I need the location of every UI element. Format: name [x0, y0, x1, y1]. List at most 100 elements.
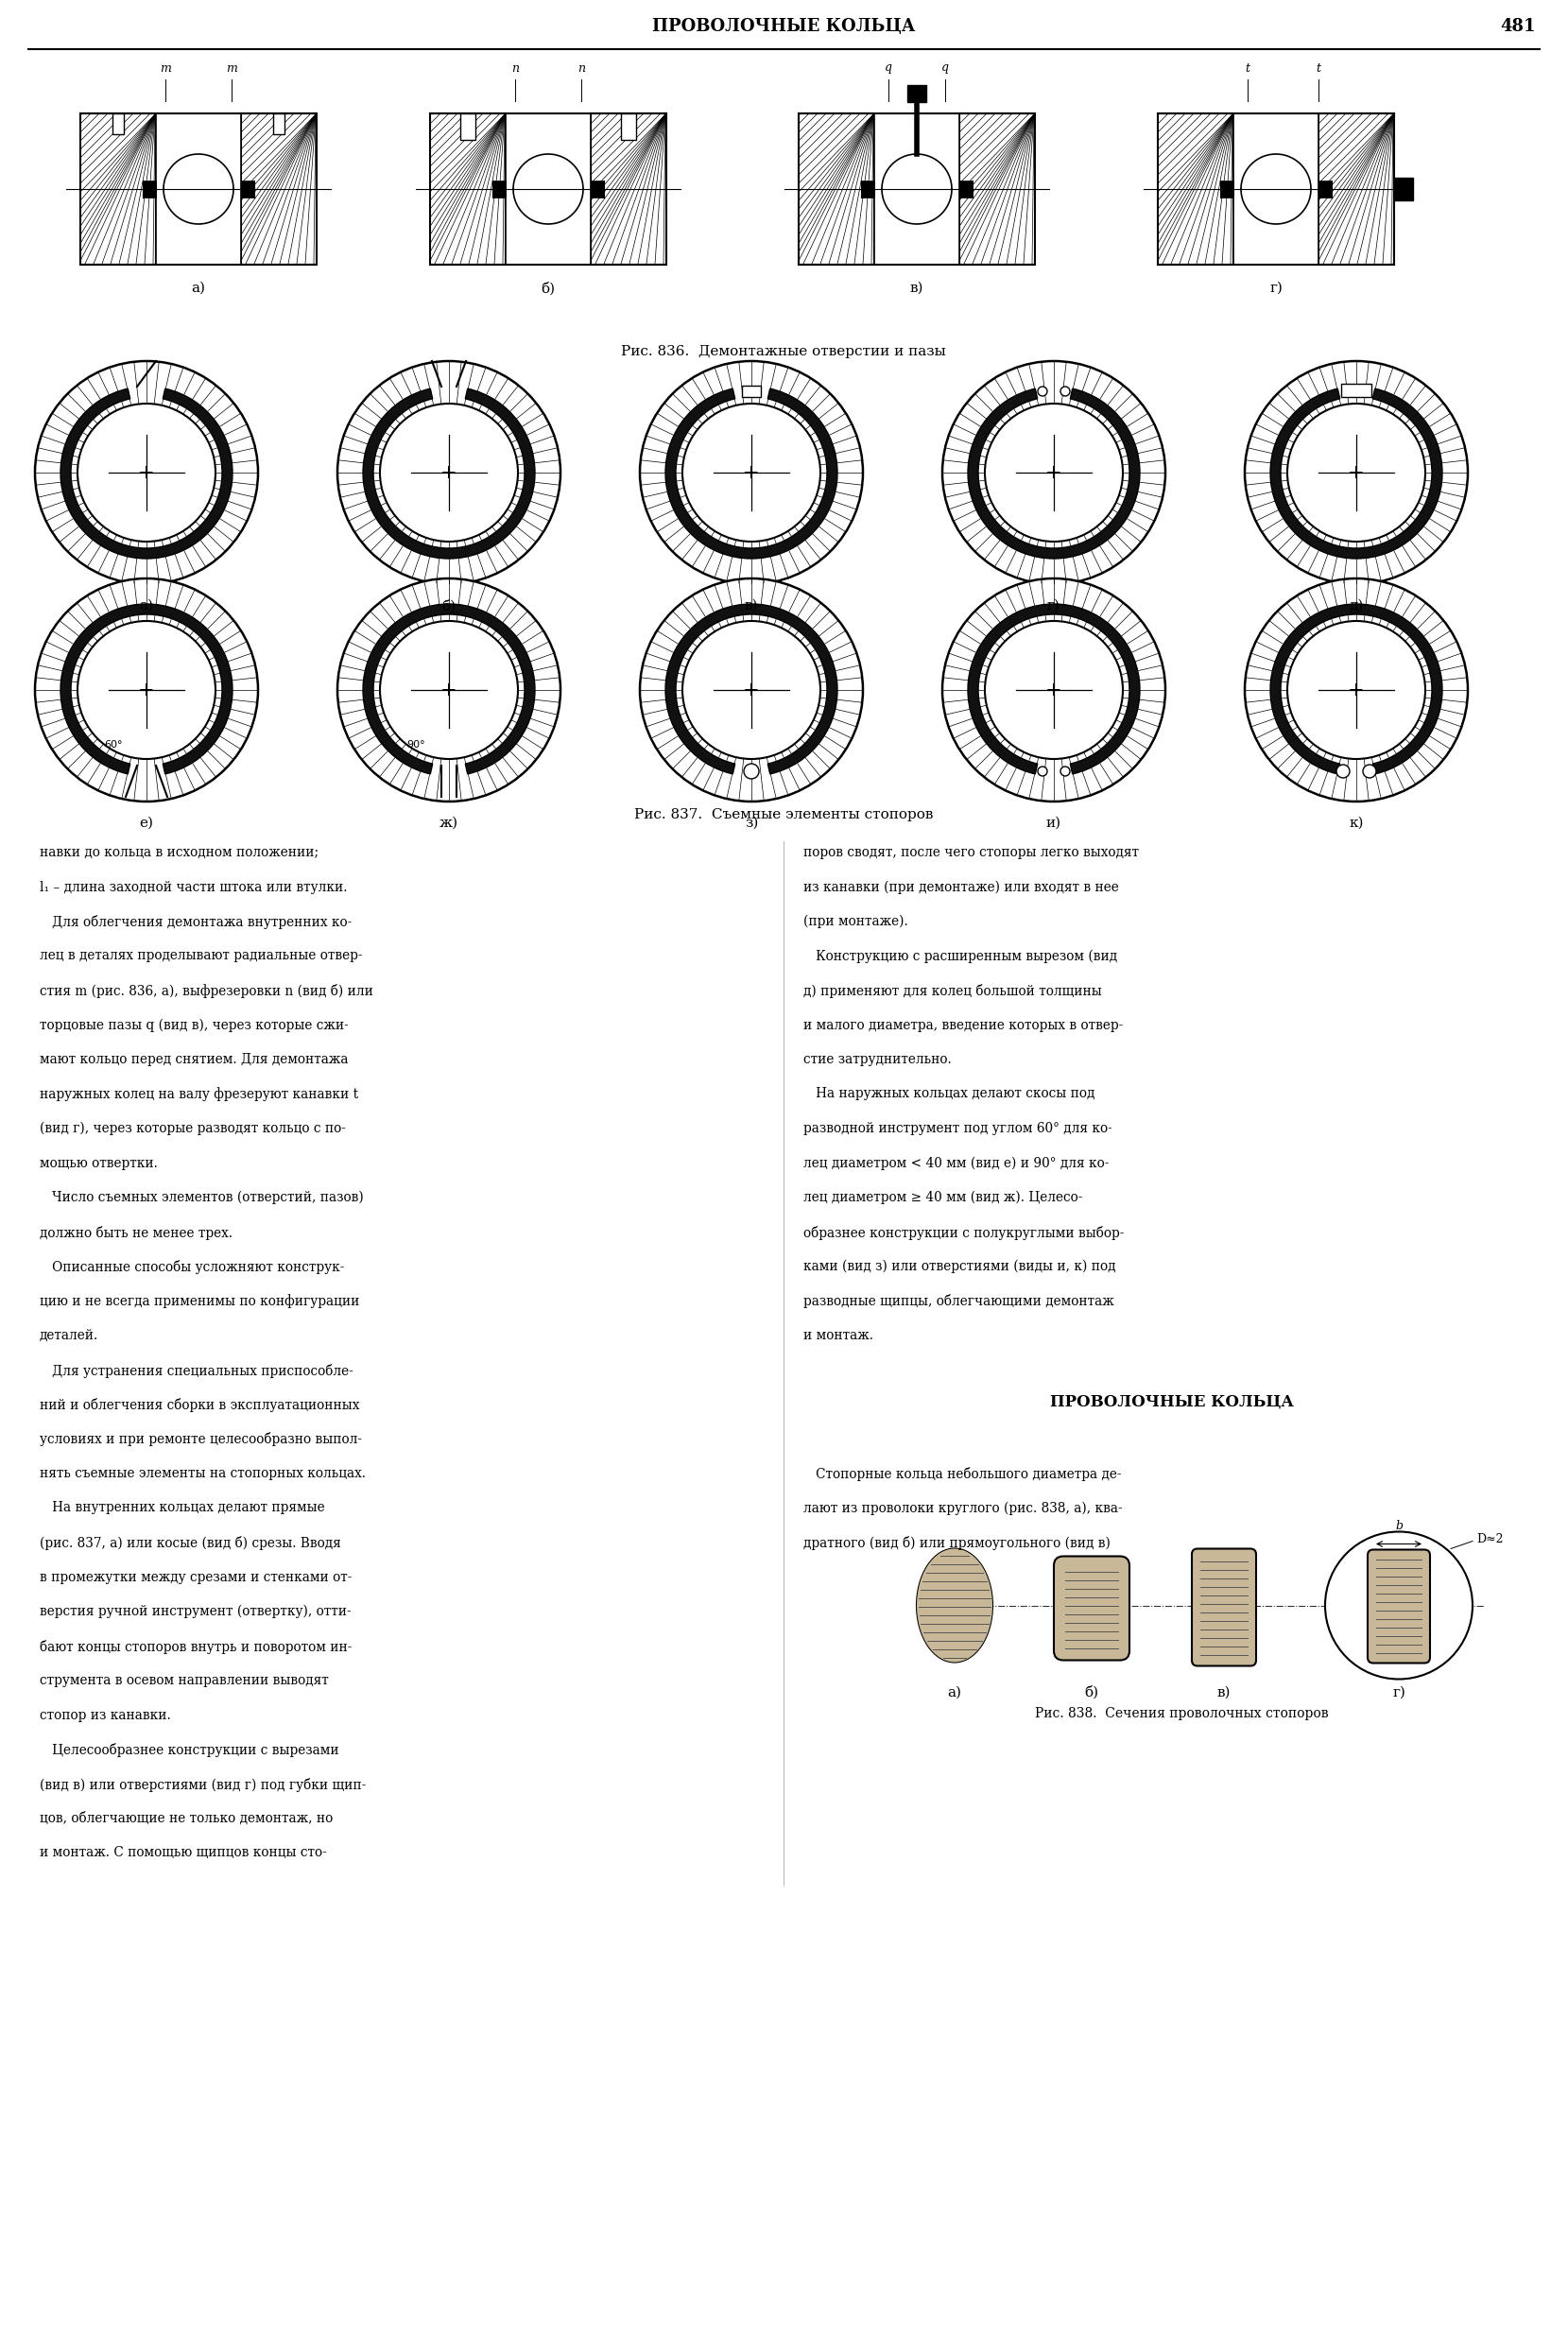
Text: D≈2: D≈2 [1477, 1534, 1504, 1546]
Text: е): е) [140, 817, 154, 829]
Wedge shape [1270, 603, 1443, 773]
Bar [1157, 114, 1234, 265]
Text: навки до кольца в исходном положении;: навки до кольца в исходном положении; [39, 845, 318, 859]
Text: нять съемные элементы на стопорных кольцах.: нять съемные элементы на стопорных кольц… [39, 1467, 365, 1481]
Text: +: + [441, 463, 458, 482]
FancyBboxPatch shape [1192, 1548, 1256, 1667]
Circle shape [640, 577, 862, 801]
Text: ПРОВОЛОЧНЫЕ КОЛЬЦА: ПРОВОЛОЧНЫЕ КОЛЬЦА [1051, 1392, 1294, 1408]
Bar [143, 182, 155, 198]
Wedge shape [362, 603, 535, 773]
Text: ний и облегчения сборки в эксплуатационных: ний и облегчения сборки в эксплуатационн… [39, 1397, 359, 1413]
Bar [1220, 182, 1234, 198]
Wedge shape [1270, 389, 1443, 559]
Bar [241, 114, 317, 265]
Text: струмента в осевом направлении выводят: струмента в осевом направлении выводят [39, 1674, 329, 1688]
Bar [80, 114, 155, 265]
Text: и монтаж.: и монтаж. [803, 1329, 873, 1343]
Text: (вид в) или отверстиями (вид г) под губки щип-: (вид в) или отверстиями (вид г) под губк… [39, 1776, 365, 1793]
Circle shape [337, 361, 560, 584]
Bar [908, 86, 927, 102]
Text: и монтаж. С помощью щипцов концы сто-: и монтаж. С помощью щипцов концы сто- [39, 1846, 326, 1860]
Bar [505, 114, 591, 265]
Text: +: + [441, 682, 458, 698]
Bar [960, 182, 972, 198]
Text: ками (вид з) или отверстиями (виды и, к) под: ками (вид з) или отверстиями (виды и, к)… [803, 1259, 1116, 1273]
Circle shape [942, 577, 1165, 801]
Circle shape [1287, 622, 1425, 759]
Circle shape [1245, 577, 1468, 801]
Text: наружных колец на валу фрезеруют канавки t: наружных колец на валу фрезеруют канавки… [39, 1087, 359, 1101]
Text: стие затруднительно.: стие затруднительно. [803, 1052, 952, 1066]
Text: ПРОВОЛОЧНЫЕ КОЛЬЦА: ПРОВОЛОЧНЫЕ КОЛЬЦА [652, 19, 916, 35]
Bar [1319, 182, 1331, 198]
Text: и малого диаметра, введение которых в отвер-: и малого диаметра, введение которых в от… [803, 1017, 1123, 1031]
Text: стопор из канавки.: стопор из канавки. [39, 1709, 171, 1723]
Text: 60°: 60° [103, 740, 122, 750]
Text: На внутренних кольцах делают прямые: На внутренних кольцах делают прямые [39, 1502, 325, 1516]
Text: а): а) [191, 282, 205, 296]
Circle shape [1245, 361, 1468, 584]
Text: стия m (рис. 836, а), выфрезеровки n (вид б) или: стия m (рис. 836, а), выфрезеровки n (ви… [39, 985, 373, 999]
Text: Описанные способы усложняют конструк-: Описанные способы усложняют конструк- [39, 1259, 345, 1273]
Text: Для устранения специальных приспособле-: Для устранения специальных приспособле- [39, 1364, 353, 1378]
Bar [742, 386, 760, 398]
Wedge shape [967, 389, 1140, 559]
Text: верстия ручной инструмент (отвертку), отти-: верстия ручной инструмент (отвертку), от… [39, 1604, 351, 1618]
Text: Конструкцию с расширенным вырезом (вид: Конструкцию с расширенным вырезом (вид [803, 950, 1118, 964]
Text: цов, облегчающие не только демонтаж, но: цов, облегчающие не только демонтаж, но [39, 1811, 332, 1825]
Text: разводной инструмент под углом 60° для ко-: разводной инструмент под углом 60° для к… [803, 1122, 1112, 1136]
Text: г): г) [1270, 282, 1283, 296]
Bar [591, 114, 666, 265]
Text: торцовые пазы q (вид в), через которые сжи-: торцовые пазы q (вид в), через которые с… [39, 1017, 348, 1031]
Text: лец в деталях проделывают радиальные отвер-: лец в деталях проделывают радиальные отв… [39, 950, 362, 964]
Text: Рис. 836.  Демонтажные отверстии и пазы: Рис. 836. Демонтажные отверстии и пазы [621, 345, 946, 359]
Text: +: + [1348, 682, 1364, 698]
Text: ж): ж) [439, 817, 458, 829]
Bar [1234, 114, 1319, 265]
Text: в): в) [909, 282, 924, 296]
Ellipse shape [917, 1548, 993, 1662]
Circle shape [379, 403, 517, 542]
Circle shape [942, 361, 1165, 584]
Text: Рис. 837.  Съемные элементы стопоров: Рис. 837. Съемные элементы стопоров [633, 808, 933, 822]
Circle shape [985, 403, 1123, 542]
Text: в промежутки между срезами и стенками от-: в промежутки между срезами и стенками от… [39, 1571, 351, 1583]
Circle shape [1060, 386, 1069, 396]
FancyBboxPatch shape [1367, 1550, 1430, 1662]
Text: Для облегчения демонтажа внутренних ко-: Для облегчения демонтажа внутренних ко- [39, 915, 351, 929]
Text: условиях и при ремонте целесообразно выпол-: условиях и при ремонте целесообразно вып… [39, 1432, 362, 1446]
Bar [241, 182, 254, 198]
Circle shape [1038, 766, 1047, 775]
Text: и): и) [1046, 817, 1062, 829]
Circle shape [1287, 403, 1425, 542]
Bar [461, 114, 475, 140]
Text: 481: 481 [1501, 19, 1537, 35]
Text: в): в) [1217, 1685, 1231, 1699]
FancyBboxPatch shape [1054, 1555, 1129, 1660]
Text: +: + [138, 463, 155, 482]
Text: г): г) [1392, 1685, 1405, 1699]
Text: з): з) [745, 817, 759, 829]
Wedge shape [61, 389, 232, 559]
Text: разводные щипцы, облегчающими демонтаж: разводные щипцы, облегчающими демонтаж [803, 1294, 1115, 1308]
Circle shape [337, 577, 560, 801]
Text: n: n [577, 63, 585, 74]
Text: а): а) [947, 1685, 961, 1699]
Text: m: m [160, 63, 171, 74]
Text: мают кольцо перед снятием. Для демонтажа: мают кольцо перед снятием. Для демонтажа [39, 1052, 348, 1066]
Text: дратного (вид б) или прямоугольного (вид в): дратного (вид б) или прямоугольного (вид… [803, 1536, 1110, 1550]
Bar [155, 114, 241, 265]
Text: цию и не всегда применимы по конфигурации: цию и не всегда применимы по конфигураци… [39, 1294, 359, 1308]
Text: к): к) [1348, 817, 1364, 829]
Circle shape [1038, 386, 1047, 396]
Circle shape [640, 361, 862, 584]
Text: должно быть не менее трех.: должно быть не менее трех. [39, 1225, 232, 1238]
Text: мощью отвертки.: мощью отвертки. [39, 1157, 158, 1169]
Text: б): б) [1085, 1685, 1099, 1699]
Circle shape [1336, 764, 1350, 778]
Circle shape [1060, 766, 1069, 775]
Text: +: + [138, 682, 155, 698]
Bar [861, 182, 875, 198]
Bar [798, 114, 875, 265]
